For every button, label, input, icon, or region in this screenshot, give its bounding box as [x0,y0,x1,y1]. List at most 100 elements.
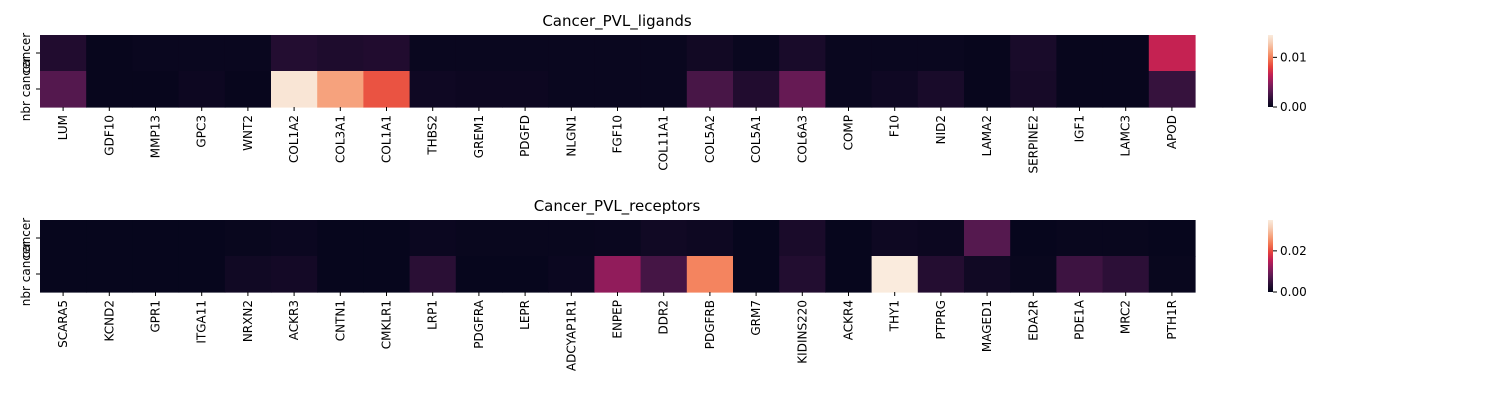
column-label: PDGFRB [703,300,717,349]
column-label: PDGFD [518,115,532,157]
heatmap-cell [1010,71,1057,108]
heatmap-cell [1056,256,1104,293]
heatmap-cell [40,71,87,108]
colorbar-gradient [1268,220,1273,292]
heatmap-cell [502,256,549,293]
heatmap-cell [964,256,1011,293]
heatmap-cell [317,71,364,108]
column-label: LUM [56,115,70,140]
column-label: ADCYAP1R1 [564,300,578,371]
column-label: ENPEP [611,300,625,339]
heatmap-cell [640,256,688,293]
heatmap-cell [271,35,318,72]
heatmap-cell [594,220,642,257]
column-label: APOD [1165,115,1179,149]
column-label: THBS2 [426,115,440,156]
column-label: NLGN1 [564,115,578,157]
heatmap-cell [594,71,642,108]
heatmap-cell [548,256,595,293]
heatmap-cell [317,35,364,72]
heatmap-cell [640,220,688,257]
heatmap-cell [825,35,873,72]
column-label: PTH1R [1165,300,1179,340]
heatmap-cell [178,256,226,293]
heatmap-cell [1102,256,1150,293]
heatmap-cell [871,71,919,108]
heatmap-cell [132,35,180,72]
column-label: NID2 [934,115,948,144]
heatmap-cell [40,256,87,293]
heatmap-cell [917,71,965,108]
row-label: nbr cancer [19,242,33,307]
heatmap-cell [871,220,919,257]
heatmap-cell [40,35,87,72]
heatmap-cell [178,71,226,108]
column-label: LAMC3 [1119,115,1133,157]
column-label: GPC3 [195,115,209,148]
heatmap-cell [86,220,133,257]
heatmap-cell [964,71,1011,108]
heatmap-cell [317,256,364,293]
heatmap-cell [917,220,965,257]
column-label: EDA2R [1026,300,1040,341]
column-label: WNT2 [241,115,255,151]
column-label: NRXN2 [241,300,255,342]
column-label: CNTN1 [333,300,347,341]
column-label: DDR2 [657,300,671,334]
heatmap-cell [409,71,457,108]
colorbar: 0.00 0.02 [1268,220,1307,299]
heatmap-cell [1102,71,1150,108]
heatmap-cell [779,220,826,257]
heatmap-cell [594,256,642,293]
column-label: PDGFRA [472,299,486,349]
heatmap-cell [224,256,272,293]
heatmap-cell [686,71,734,108]
heatmap-cell [1148,35,1196,72]
heatmap-cell [502,35,549,72]
heatmap-cell [733,220,780,257]
column-label: MRC2 [1119,300,1133,334]
heatmap-cell [733,35,780,72]
column-label: GPR1 [149,300,163,333]
column-label: COL1A1 [380,115,394,163]
heatmap-cell [363,256,411,293]
column-label: COL6A3 [795,115,809,163]
heatmap-cell [640,71,688,108]
chart-title: Cancer_PVL_ligands [542,12,692,31]
column-label: FGF10 [611,115,625,153]
row-label: cancer [19,33,33,74]
heatmap-cell [548,220,595,257]
colorbar-gradient [1268,35,1273,107]
heatmap-cell [779,256,826,293]
heatmap-cell [409,35,457,72]
heatmap-cell [409,256,457,293]
heatmap-cell [548,35,595,72]
colorbar-tick-label: 0.00 [1280,100,1307,114]
row-label: cancer [19,218,33,259]
heatmap-cell [1010,256,1057,293]
heatmap-cell [825,71,873,108]
colorbar-tick-label: 0.00 [1280,285,1307,299]
heatmap-cell [409,220,457,257]
column-label: ITGA11 [195,300,209,344]
column-label: IGF1 [1073,115,1087,142]
heatmap-cell [917,35,965,72]
heatmap-cell [224,35,272,72]
column-label: LEPR [518,300,532,330]
heatmap-cell [363,35,411,72]
heatmap-cell [455,220,503,257]
column-label: ACKR3 [287,300,301,340]
heatmap-cell [1148,71,1196,108]
column-label: SERPINE2 [1026,115,1040,174]
heatmap-cell [548,71,595,108]
heatmap-cell [779,35,826,72]
heatmap-cell [178,220,226,257]
heatmap-cell [779,71,826,108]
heatmap-cell [271,256,318,293]
column-label: MAGED1 [980,300,994,352]
heatmap-cell [825,256,873,293]
heatmap-cell [1010,220,1057,257]
column-label: COL5A1 [749,115,763,163]
